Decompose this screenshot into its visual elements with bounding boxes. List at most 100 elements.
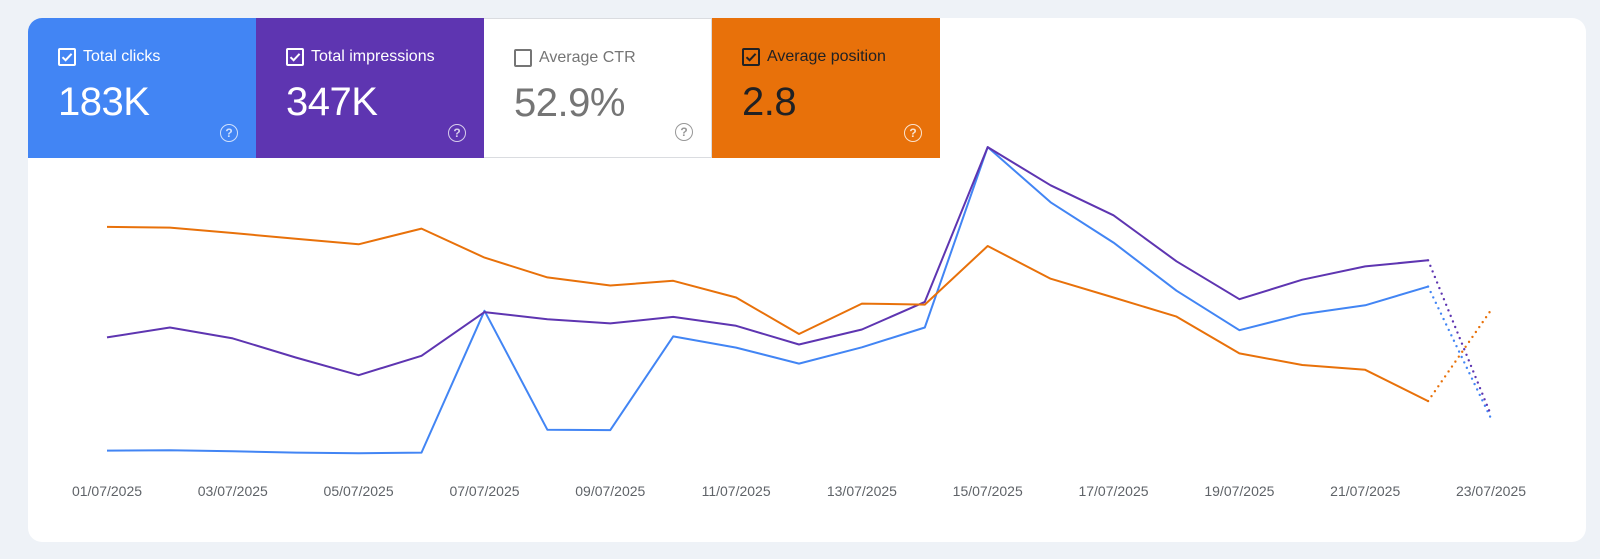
metric-label: Total impressions: [311, 48, 435, 65]
data-point[interactable]: [730, 342, 742, 354]
data-point[interactable]: [416, 223, 428, 235]
metric-average-ctr[interactable]: Average CTR 52.9% ?: [484, 18, 712, 158]
data-point[interactable]: [856, 324, 868, 336]
data-point[interactable]: [1108, 209, 1120, 221]
data-point[interactable]: [1233, 347, 1245, 359]
metric-label: Total clicks: [83, 48, 161, 65]
data-point[interactable]: [353, 369, 365, 381]
data-point[interactable]: [1422, 254, 1434, 266]
data-point[interactable]: [541, 313, 553, 325]
data-point[interactable]: [290, 447, 302, 459]
data-point[interactable]: [416, 447, 428, 459]
data-point[interactable]: [1171, 285, 1183, 297]
data-point[interactable]: [1422, 281, 1434, 293]
x-tick-label: 01/07/2025: [72, 483, 142, 499]
data-point[interactable]: [353, 238, 365, 250]
metric-value: 347K: [286, 80, 378, 124]
checkbox-checked-icon[interactable]: [286, 48, 304, 66]
x-tick-label: 11/07/2025: [702, 483, 771, 499]
data-point[interactable]: [730, 320, 742, 332]
data-point[interactable]: [1045, 179, 1057, 191]
data-point[interactable]: [919, 322, 931, 334]
data-point[interactable]: [1233, 293, 1245, 305]
series-projection-2: [1426, 308, 1493, 403]
x-tick-label: 03/07/2025: [198, 483, 268, 499]
metric-value: 52.9%: [514, 81, 625, 125]
data-point[interactable]: [1359, 299, 1371, 311]
x-tick-label: 19/07/2025: [1204, 483, 1274, 499]
data-point[interactable]: [793, 339, 805, 351]
help-icon[interactable]: ?: [904, 124, 922, 142]
checkbox-checked-icon[interactable]: [58, 48, 76, 66]
help-icon[interactable]: ?: [448, 124, 466, 142]
x-tick-label: 15/07/2025: [953, 483, 1023, 499]
data-point[interactable]: [1108, 292, 1120, 304]
x-tick-label: 17/07/2025: [1078, 483, 1148, 499]
data-point[interactable]: [982, 141, 994, 153]
data-point[interactable]: [101, 445, 113, 457]
data-point[interactable]: [353, 447, 365, 459]
data-point[interactable]: [416, 350, 428, 362]
checkbox-checked-icon[interactable]: [742, 48, 760, 66]
series-line-2: [106, 225, 1429, 402]
data-point[interactable]: [541, 271, 553, 283]
help-icon[interactable]: ?: [220, 124, 238, 142]
data-point[interactable]: [479, 306, 491, 318]
x-tick-label: 05/07/2025: [324, 483, 394, 499]
data-point[interactable]: [1422, 395, 1434, 407]
data-point[interactable]: [1296, 274, 1308, 286]
help-icon[interactable]: ?: [675, 123, 693, 141]
data-point[interactable]: [101, 331, 113, 343]
data-point[interactable]: [604, 280, 616, 292]
data-point[interactable]: [164, 322, 176, 334]
data-point[interactable]: [982, 240, 994, 252]
data-point[interactable]: [730, 292, 742, 304]
checkbox-unchecked-icon[interactable]: [514, 49, 532, 67]
data-point[interactable]: [856, 341, 868, 353]
metric-total-clicks[interactable]: Total clicks 183K ?: [28, 18, 256, 158]
data-point[interactable]: [290, 233, 302, 245]
data-point[interactable]: [227, 227, 239, 239]
data-point[interactable]: [793, 358, 805, 370]
data-point[interactable]: [1233, 324, 1245, 336]
metric-value: 2.8: [742, 80, 797, 124]
data-point[interactable]: [919, 299, 931, 311]
data-point[interactable]: [793, 328, 805, 340]
data-point[interactable]: [667, 330, 679, 342]
data-point[interactable]: [227, 332, 239, 344]
metric-label: Average CTR: [539, 49, 636, 66]
data-point[interactable]: [164, 444, 176, 456]
data-point[interactable]: [1485, 409, 1497, 421]
data-point[interactable]: [479, 252, 491, 264]
data-point[interactable]: [1359, 364, 1371, 376]
data-point[interactable]: [667, 275, 679, 287]
data-point[interactable]: [667, 311, 679, 323]
data-point[interactable]: [1296, 308, 1308, 320]
data-point[interactable]: [290, 352, 302, 364]
data-point[interactable]: [1296, 359, 1308, 371]
data-point[interactable]: [604, 317, 616, 329]
data-point[interactable]: [164, 222, 176, 234]
data-point[interactable]: [1045, 196, 1057, 208]
data-point[interactable]: [604, 424, 616, 436]
data-point[interactable]: [1359, 260, 1371, 272]
metric-value: 183K: [58, 80, 150, 124]
data-point[interactable]: [227, 445, 239, 457]
data-point[interactable]: [101, 221, 113, 233]
x-tick-label: 07/07/2025: [449, 483, 519, 499]
data-point[interactable]: [1045, 273, 1057, 285]
series-line-1: [106, 146, 1429, 377]
series-projection-1: [1426, 259, 1493, 417]
x-tick-label: 13/07/2025: [827, 483, 897, 499]
metric-total-impressions[interactable]: Total impressions 347K ?: [256, 18, 484, 158]
metric-average-position[interactable]: Average position 2.8 ?: [712, 18, 940, 158]
data-point[interactable]: [1485, 304, 1497, 316]
data-point[interactable]: [1171, 255, 1183, 267]
data-point[interactable]: [856, 298, 868, 310]
series-line-0: [106, 146, 1429, 455]
data-point[interactable]: [541, 424, 553, 436]
x-tick-label: 23/07/2025: [1456, 483, 1526, 499]
data-point[interactable]: [1171, 311, 1183, 323]
x-tick-label: 09/07/2025: [575, 483, 645, 499]
data-point[interactable]: [1108, 237, 1120, 249]
